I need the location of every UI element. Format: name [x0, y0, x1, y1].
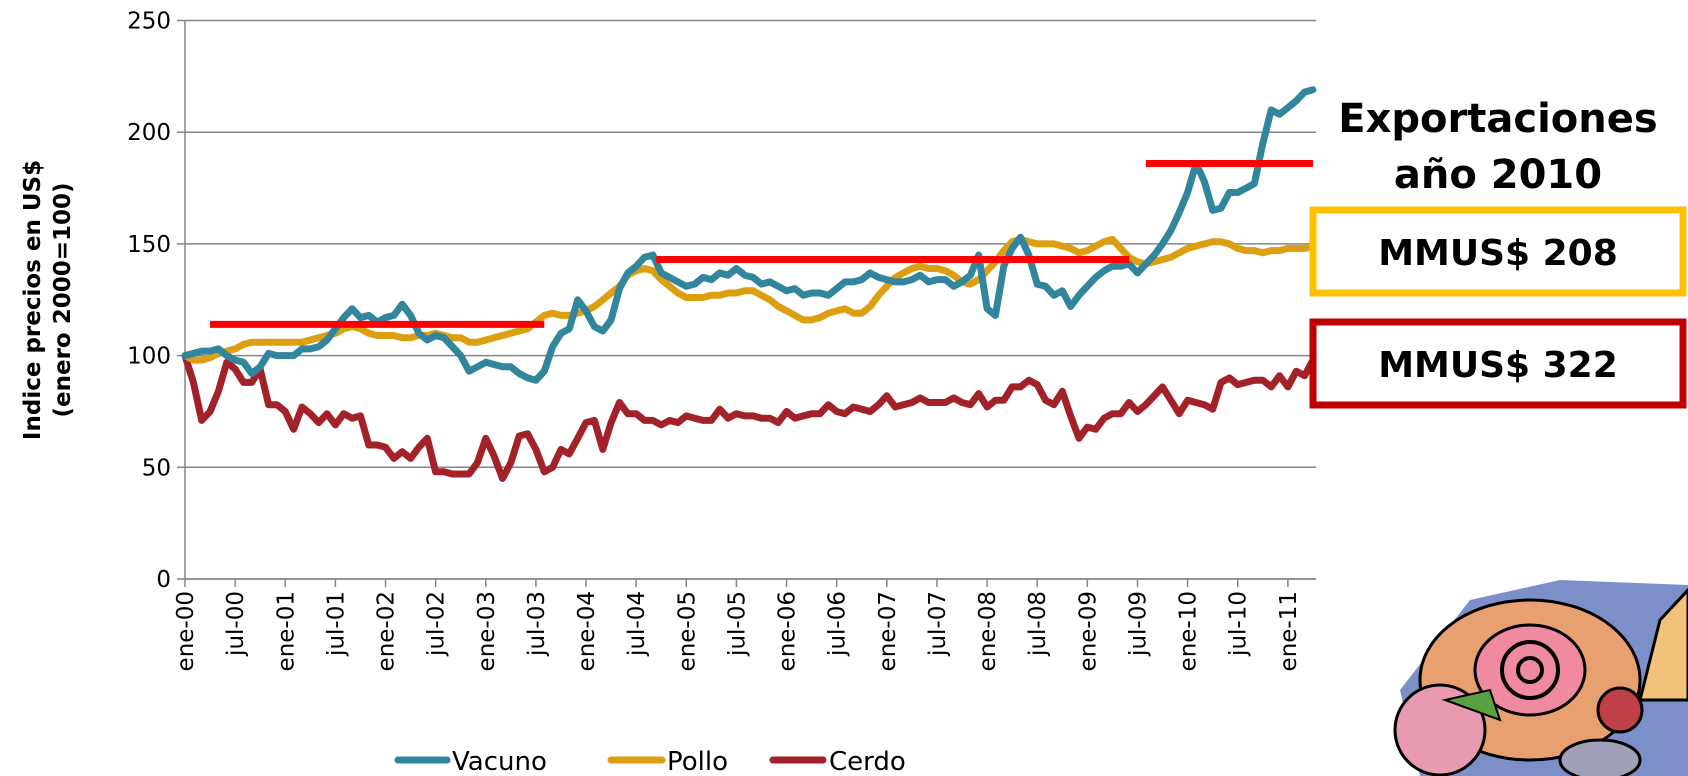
x-tick-label: jul-10	[1226, 591, 1252, 657]
clip-art	[1393, 580, 1688, 776]
y-tick-label: 50	[142, 455, 171, 481]
value-box-text: MMUS$ 208	[1378, 233, 1618, 274]
x-tick-label: jul-04	[624, 591, 650, 657]
series-line	[181, 235, 1317, 364]
y-axis-title: Indice precios en US$ (enero 2000=100)	[20, 160, 76, 440]
x-tick-label: ene-11	[1276, 591, 1302, 671]
y-tick-label: 250	[127, 9, 171, 35]
x-tick-label: jul-01	[323, 591, 349, 657]
series-line	[181, 86, 1317, 384]
x-tick-label: ene-02	[374, 591, 400, 671]
x-tick-label: ene-06	[775, 591, 801, 671]
x-tick-label: ene-08	[975, 591, 1001, 671]
plot-area: 0 50 100 150 200 250 ene-00 jul-00 ene-01 jul-01 e…	[127, 9, 1317, 671]
series-line	[181, 352, 1317, 482]
x-tick-label: jul-05	[724, 591, 750, 657]
legend-label: Cerdo	[829, 747, 906, 776]
x-tick-label: jul-07	[925, 591, 951, 657]
x-tick-label: ene-07	[875, 591, 901, 671]
y-tick-label: 200	[127, 120, 171, 146]
legend-label: Pollo	[667, 747, 728, 776]
x-tick-label: ene-00	[173, 591, 199, 671]
legend-item: Pollo	[607, 747, 728, 776]
x-tick-label: jul-09	[1125, 591, 1151, 657]
y-tick-label: 100	[127, 344, 171, 370]
value-box	[1309, 318, 1687, 409]
y-tick-label: 0	[156, 567, 171, 593]
annotation: año 2010	[1394, 152, 1602, 198]
legend-label: Vacuno	[452, 747, 547, 776]
x-tick-label: ene-05	[674, 591, 700, 671]
x-tick-label: ene-09	[1075, 591, 1101, 671]
annotation: Exportaciones	[1338, 96, 1657, 142]
x-tick-label: jul-00	[223, 591, 249, 657]
value-box-text: MMUS$ 322	[1378, 345, 1618, 386]
x-tick-label: jul-03	[524, 591, 550, 657]
legend-item: Cerdo	[769, 747, 906, 776]
x-tick-label: ene-04	[574, 591, 600, 671]
y-axis-title-line: Indice precios en US$	[20, 160, 46, 440]
legend-item: Vacuno	[394, 747, 547, 776]
x-tick-label: jul-06	[825, 591, 851, 657]
x-tick-label: jul-08	[1025, 591, 1051, 657]
y-tick-label: 150	[127, 232, 171, 258]
x-tick-label: ene-03	[474, 591, 500, 671]
x-tick-label: jul-02	[424, 591, 450, 657]
y-axis-title-line: (enero 2000=100)	[50, 182, 76, 417]
value-box	[1309, 206, 1687, 297]
x-tick-label: ene-10	[1176, 591, 1202, 671]
x-tick-label: ene-01	[273, 591, 299, 671]
